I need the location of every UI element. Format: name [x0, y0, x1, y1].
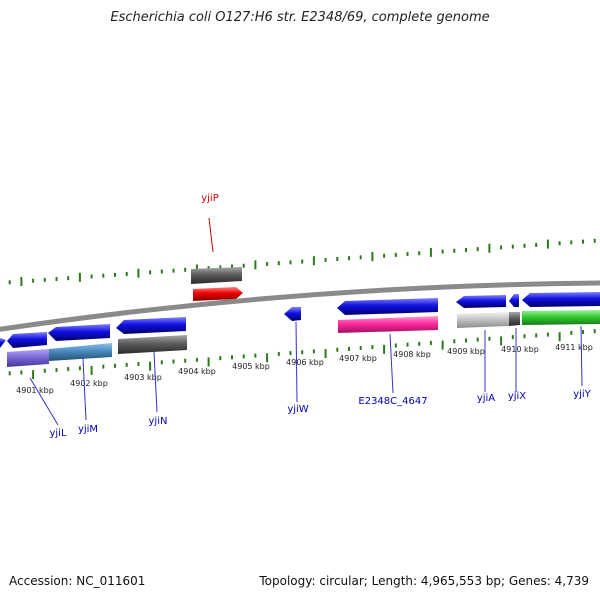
kbp-label: 4904 kbp — [178, 367, 216, 376]
gene-yjiP-arrow[interactable] — [193, 287, 243, 301]
gene-labels: yjiP yjiL yjiM yjiN yjiW E2348C_4647 yjiA yjiX y… — [29, 193, 592, 439]
gene-label-yjiP[interactable]: yjiP — [201, 193, 219, 204]
inner-block-lavender — [7, 349, 49, 367]
gene-label-yjiM[interactable]: yjiM — [78, 424, 98, 435]
kbp-label: 4903 kbp — [124, 373, 162, 382]
gene-yjiM-arrow[interactable] — [48, 324, 110, 341]
inner-block-light-gray — [457, 312, 509, 328]
inner-scale-ticks — [8, 329, 596, 380]
gene-label-yjiA[interactable]: yjiA — [477, 393, 495, 404]
outer-ring-gray-block — [191, 267, 242, 284]
outer-scale-ticks — [8, 238, 596, 286]
gene-yjiN-arrow[interactable] — [116, 317, 186, 334]
kbp-label: 4911 kbp — [555, 343, 593, 352]
gene-leader-line — [29, 377, 59, 426]
gene-label-yjiY[interactable]: yjiY — [573, 389, 591, 400]
gene-leader-line — [580, 325, 583, 387]
gene-yjiA-arrow[interactable] — [456, 295, 506, 308]
gene-label-yjiL[interactable]: yjiL — [49, 428, 66, 439]
topology-text: Topology: circular; Length: 4,965,553 bp… — [259, 574, 589, 588]
gene-leader-line — [153, 351, 158, 413]
kbp-label: 4902 kbp — [70, 379, 108, 388]
kbp-label: 4910 kbp — [501, 345, 539, 354]
kbp-label: 4905 kbp — [232, 362, 270, 371]
kbp-label: 4906 kbp — [286, 358, 324, 367]
kbp-label: 4909 kbp — [447, 347, 485, 356]
gene-label-E2348C_4647[interactable]: E2348C_4647 — [358, 396, 427, 407]
gene-leader-line — [82, 357, 87, 421]
gene-yjiX-arrow[interactable] — [509, 294, 519, 307]
kbp-scale-labels: 4901 kbp 4902 kbp 4903 kbp 4904 kbp 4905 kbp… — [16, 343, 593, 395]
inner-block-dark-small — [509, 312, 520, 326]
gene-leader-line — [295, 321, 298, 403]
gene-yjiW-arrow[interactable] — [284, 307, 301, 321]
inner-block-magenta — [338, 316, 438, 333]
kbp-label: 4907 kbp — [339, 354, 377, 363]
inner-block-dark — [118, 335, 187, 354]
gene-label-yjiW[interactable]: yjiW — [287, 404, 308, 415]
inner-block-steel — [49, 343, 112, 361]
gene-yjiL-arrow[interactable] — [7, 332, 47, 348]
accession-text: Accession: NC_011601 — [9, 574, 146, 588]
gene-leader-line — [208, 217, 214, 253]
cds-arrow-left-edge[interactable] — [0, 338, 6, 348]
kbp-label: 4901 kbp — [16, 386, 54, 395]
gene-leader-line — [389, 333, 394, 394]
genome-title: Escherichia coli O127:H6 str. E2348/69, … — [110, 10, 490, 25]
inner-block-green — [522, 310, 600, 325]
gene-label-yjiN[interactable]: yjiN — [149, 416, 168, 427]
gene-E2348C_4647-arrow[interactable] — [337, 298, 438, 315]
gene-label-yjiX[interactable]: yjiX — [508, 391, 526, 402]
gene-yjiY-arrow[interactable] — [522, 292, 600, 307]
kbp-label: 4908 kbp — [393, 350, 431, 359]
genome-backbone — [0, 280, 600, 332]
